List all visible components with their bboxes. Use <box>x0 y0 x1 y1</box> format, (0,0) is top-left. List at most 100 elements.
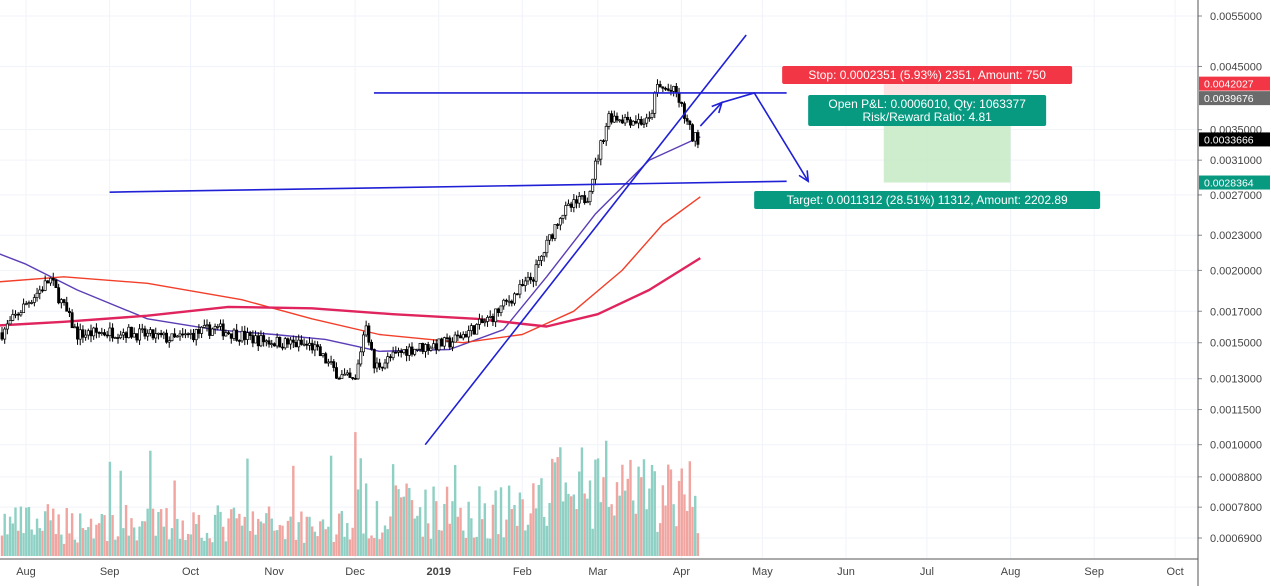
volume-bar <box>475 536 478 556</box>
candle-body <box>89 330 93 337</box>
candle-body <box>656 84 659 93</box>
candle-body <box>351 377 355 379</box>
volume-bar <box>70 513 74 556</box>
candle-body <box>448 337 452 348</box>
candle-body <box>270 343 274 346</box>
candle-body <box>553 224 557 239</box>
volume-bar <box>30 529 33 556</box>
candle-body <box>16 313 20 316</box>
volume-bar <box>124 505 128 556</box>
volume-bar <box>267 506 271 556</box>
candle-body <box>272 343 276 347</box>
candle-body <box>121 332 125 336</box>
volume-bar <box>154 535 157 556</box>
candle-body <box>237 340 241 342</box>
candle-body <box>221 323 225 337</box>
candle-body <box>232 329 236 339</box>
volume-bar <box>275 530 279 556</box>
volume-bar <box>435 501 438 556</box>
projection-arrow[interactable] <box>699 92 809 182</box>
y-tick-label: 0.0017000 <box>1210 306 1262 318</box>
volume-bar <box>548 502 551 556</box>
volume-bar <box>456 516 460 556</box>
candle-body <box>259 335 263 347</box>
volume-bar <box>542 516 546 556</box>
volume-bar <box>394 485 398 556</box>
volume-bar <box>513 504 516 556</box>
candle-body <box>332 361 336 368</box>
candle-body <box>11 314 15 321</box>
pnl-label-text: Open P&L: 0.0006010, Qty: 1063377 <box>828 97 1026 111</box>
candle-body <box>54 279 58 289</box>
volume-bar <box>329 455 333 556</box>
volume-bar <box>170 528 174 556</box>
volume-bar <box>499 487 503 556</box>
candle-body <box>391 351 395 359</box>
moving-average-line <box>0 196 701 344</box>
volume-bar <box>370 535 373 556</box>
volume-bar <box>561 501 565 556</box>
candle-body <box>194 329 198 341</box>
volume-bar <box>35 518 39 556</box>
volume-bar <box>429 538 433 556</box>
volume-bar <box>672 504 675 556</box>
candle-body <box>480 318 484 324</box>
candle-body <box>138 328 142 341</box>
candle-body <box>518 284 522 295</box>
moving-averages <box>0 136 701 352</box>
volume-bar <box>610 504 613 556</box>
volume-bar <box>354 432 357 556</box>
candle-body <box>677 92 681 103</box>
volume-bar <box>111 515 114 556</box>
stop-zone[interactable] <box>883 83 1011 99</box>
candle-body <box>370 341 373 350</box>
volume-bar <box>232 507 236 556</box>
volume-bar <box>640 477 643 556</box>
candle-body <box>132 333 136 338</box>
candle-body <box>453 334 457 343</box>
arrow-head <box>798 170 810 183</box>
volume-bar <box>410 500 414 556</box>
candle-body <box>496 308 500 313</box>
volume-bar <box>634 513 638 556</box>
volume-bar <box>332 541 335 556</box>
candle-body <box>57 287 61 304</box>
candle-body <box>634 120 638 124</box>
volume-bar <box>79 513 82 556</box>
moving-average-line <box>0 257 701 328</box>
volume-bar <box>680 468 683 556</box>
candle-body <box>78 329 82 340</box>
candle-body <box>205 324 209 327</box>
volume-bar <box>337 513 341 556</box>
candle-body <box>542 252 546 257</box>
candle-body <box>246 332 249 340</box>
volume-bar <box>235 518 238 556</box>
volume-bar <box>553 462 557 556</box>
candle-body <box>588 191 592 203</box>
volume-bar <box>257 518 260 556</box>
trendline[interactable] <box>109 180 787 193</box>
volume-bar <box>642 459 646 556</box>
candle-body <box>623 116 627 124</box>
candle-body <box>658 84 662 88</box>
volume-bar <box>348 539 352 556</box>
y-tick-label: 0.0008800 <box>1210 472 1262 484</box>
candle-body <box>610 113 614 123</box>
volume-bar <box>292 465 295 556</box>
y-tick-label: 0.0006900 <box>1210 533 1262 545</box>
volume-bar <box>141 521 144 556</box>
volume-bar <box>219 511 222 556</box>
price-badge-bg <box>1199 76 1270 91</box>
candle-body <box>283 338 287 349</box>
drawings[interactable] <box>109 34 810 446</box>
candle-body <box>604 126 608 142</box>
volume-bar <box>621 464 624 556</box>
trendline[interactable] <box>424 34 747 446</box>
candle-body <box>140 328 144 331</box>
x-tick-label: Sep <box>1084 566 1104 578</box>
candle-body <box>156 332 160 335</box>
candle-body <box>682 103 686 119</box>
candle-body <box>486 317 489 322</box>
